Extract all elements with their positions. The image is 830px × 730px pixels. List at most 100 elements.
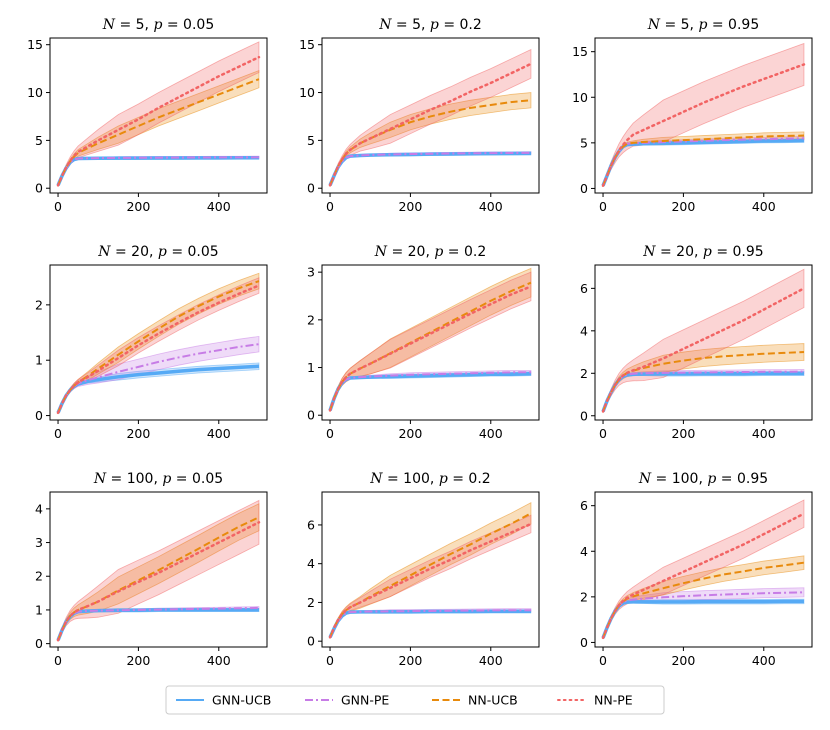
axes-frame	[594, 37, 813, 194]
panel-title: N = 5, p = 0.2	[378, 17, 482, 33]
title-n-symbol: N	[378, 17, 392, 33]
plot-area	[56, 499, 261, 642]
plot-area	[601, 268, 806, 413]
title-p-value: = 0.2	[448, 471, 491, 487]
panel-7: N = 100, p = 0.05 0 200 400 0 1 2 3 4	[35, 471, 268, 668]
panel-4: N = 20, p = 0.05 0 200 400 0 1 2	[35, 244, 268, 441]
panel-title: N = 20, p = 0.05	[97, 244, 218, 260]
line-nn-pe	[601, 287, 806, 413]
panel-3: N = 5, p = 0.95 0 200 400 0 5 10 15	[572, 17, 813, 214]
plot-area	[601, 499, 806, 640]
x-tick-label: 200	[671, 199, 695, 214]
x-tick-label: 200	[671, 426, 695, 441]
band-gnn-ucb	[57, 362, 260, 414]
line-nn-ucb	[602, 134, 804, 187]
x-tick-label: 0	[326, 653, 334, 668]
x-tick-label: 200	[126, 426, 150, 441]
y-tick-label: 4	[580, 323, 588, 338]
y-tick-label: 0	[35, 636, 43, 651]
title-p-symbol: p	[153, 17, 162, 33]
x-tick-label: 400	[752, 199, 776, 214]
title-n-symbol: N	[369, 471, 383, 487]
title-n-symbol: N	[93, 471, 107, 487]
axes-frame	[594, 264, 813, 421]
title-p-symbol: p	[158, 244, 167, 260]
y-tick-label: 0	[307, 634, 315, 649]
x-tick-label: 0	[54, 199, 62, 214]
axes-frame	[594, 491, 813, 648]
line-gnn-pe	[329, 371, 531, 411]
band-gnn-ucb	[329, 609, 532, 638]
x-tick-label: 400	[207, 426, 231, 441]
y-tick-label: 1	[307, 360, 315, 375]
title-n-value: = 20,	[656, 244, 703, 260]
line-nn-pe	[56, 55, 261, 187]
legend-label-gnn-pe: GNN-PE	[341, 693, 389, 708]
panel-6: N = 20, p = 0.95 0 200 400 0 2 4 6	[580, 244, 813, 441]
x-tick-label: 200	[126, 653, 150, 668]
line-nn-pe	[328, 62, 533, 187]
title-p-symbol: p	[162, 471, 171, 487]
legend-label-nn-ucb: NN-UCB	[468, 693, 518, 708]
line-nn-pe	[56, 521, 261, 642]
title-p-symbol: p	[439, 471, 448, 487]
x-tick-label: 0	[599, 426, 607, 441]
x-tick-label: 200	[398, 199, 422, 214]
plot-area	[328, 48, 533, 187]
y-tick-label: 0	[580, 181, 588, 196]
panel-8: N = 100, p = 0.2 0 200 400 0 2 4 6	[307, 471, 540, 668]
title-n-symbol: N	[647, 17, 661, 33]
line-nn-pe	[601, 63, 806, 187]
title-n-symbol: N	[642, 244, 656, 260]
x-tick-label: 0	[599, 653, 607, 668]
y-tick-label: 4	[307, 556, 315, 571]
line-nn-ucb	[602, 561, 805, 639]
x-tick-label: 0	[326, 199, 334, 214]
band-nn-pe	[329, 514, 532, 638]
title-n-value: = 20,	[111, 244, 158, 260]
x-tick-label: 0	[599, 199, 607, 214]
y-tick-label: 3	[307, 265, 315, 280]
title-n-value: = 5,	[115, 17, 153, 33]
band-gnn-ucb	[602, 598, 805, 639]
line-gnn-ucb	[328, 371, 532, 412]
x-tick-label: 0	[326, 426, 334, 441]
y-tick-label: 15	[27, 37, 43, 52]
title-n-value: = 100,	[106, 471, 162, 487]
y-tick-label: 5	[307, 133, 315, 148]
x-tick-label: 0	[54, 653, 62, 668]
y-tick-label: 0	[307, 181, 315, 196]
axes-frame	[321, 37, 540, 194]
line-nn-pe	[601, 512, 806, 640]
panel-1: N = 5, p = 0.05 0 200 400 0 5 10 15	[27, 17, 268, 214]
y-tick-label: 1	[35, 353, 43, 368]
panel-title: N = 100, p = 0.2	[369, 471, 490, 487]
line-nn-pe	[56, 284, 261, 415]
title-p-value: = 0.2	[443, 244, 486, 260]
title-p-value: = 0.95	[712, 244, 764, 260]
title-n-symbol: N	[374, 244, 388, 260]
y-tick-label: 0	[580, 635, 588, 650]
band-nn-pe	[602, 42, 805, 187]
x-tick-label: 0	[54, 426, 62, 441]
band-gnn-pe	[57, 155, 260, 186]
panel-title: N = 20, p = 0.95	[642, 244, 763, 260]
y-tick-label: 4	[35, 501, 43, 516]
title-p-value: = 0.05	[171, 471, 223, 487]
y-tick-label: 10	[299, 85, 315, 100]
x-tick-label: 200	[398, 426, 422, 441]
legend-label-nn-pe: NN-PE	[594, 693, 633, 708]
line-gnn-ucb	[328, 151, 531, 187]
y-tick-label: 10	[27, 85, 43, 100]
y-tick-label: 0	[307, 408, 315, 423]
x-tick-label: 200	[126, 199, 150, 214]
x-tick-label: 400	[207, 653, 231, 668]
title-p-value: = 0.05	[167, 244, 219, 260]
x-tick-label: 400	[752, 426, 776, 441]
y-tick-label: 6	[580, 498, 588, 513]
y-tick-label: 2	[307, 312, 315, 327]
x-tick-label: 400	[479, 426, 503, 441]
title-p-symbol: p	[703, 244, 712, 260]
title-p-symbol: p	[434, 244, 443, 260]
